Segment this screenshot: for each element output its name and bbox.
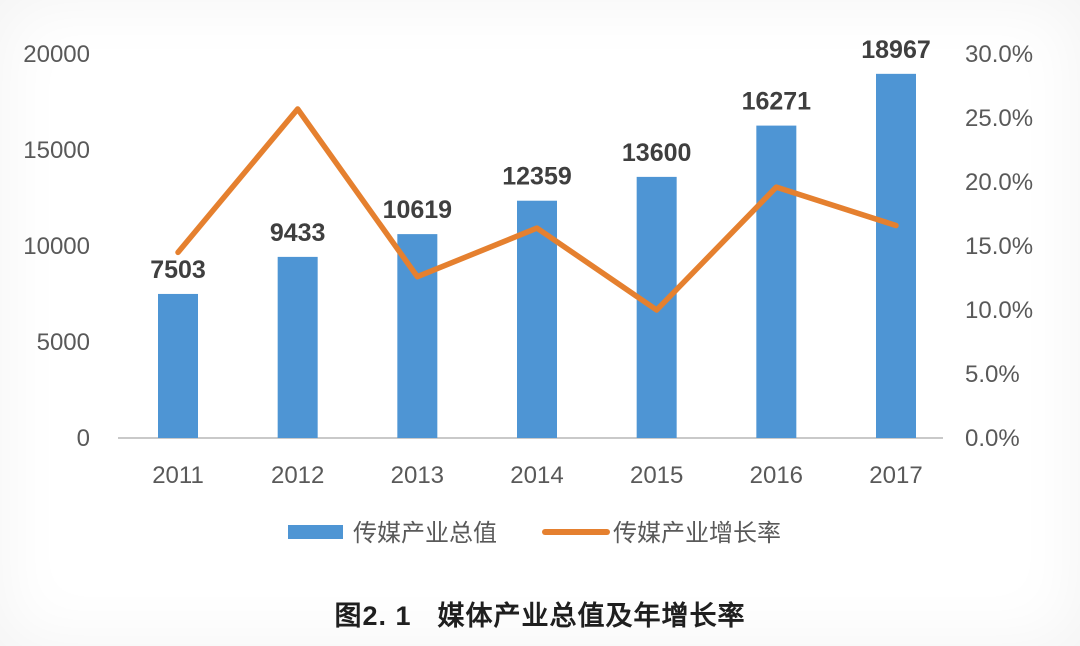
bar-2011 (158, 293, 198, 438)
x-tick-2011: 2011 (152, 462, 204, 489)
x-tick-2014: 2014 (510, 462, 563, 489)
legend: 传媒产业总值 传媒产业增长率 (288, 520, 781, 547)
axis-layer: 0 5000 10000 15000 20000 0.0% 5.0% 10.0% 15.0% 20… (23, 41, 1033, 489)
x-tick-2012: 2012 (271, 462, 324, 489)
figure-caption-number: 图2. 1 (334, 601, 412, 631)
legend-swatch-bar-series (288, 525, 343, 539)
bar-2017 (876, 73, 916, 438)
right-axis-tick-5.0%: 5.0% (965, 361, 1020, 388)
right-axis-tick-15.0%: 15.0% (965, 233, 1033, 260)
bar-label-2016: 16271 (742, 88, 812, 116)
bar-series-layer (158, 73, 916, 438)
left-axis-tick-20000: 20000 (23, 41, 90, 68)
figure-caption-title: 媒体产业总值及年增长率 (437, 601, 746, 631)
label-layer: 7503 9433 10619 12359 13600 16271 18967 (150, 36, 931, 284)
x-tick-2017: 2017 (869, 462, 922, 489)
bar-label-2017: 18967 (861, 36, 931, 64)
bar-label-2011: 7503 (150, 256, 206, 284)
combo-chart: 0 5000 10000 15000 20000 0.0% 5.0% 10.0% 15.0% 20… (23, 36, 1033, 547)
bar-2012 (277, 256, 318, 438)
right-axis-tick-0.0%: 0.0% (965, 425, 1020, 452)
x-tick-2015: 2015 (630, 462, 683, 489)
legend-label-line-series: 传媒产业增长率 (613, 520, 781, 547)
bar-label-2014: 12359 (502, 163, 572, 191)
left-axis-tick-15000: 15000 (23, 137, 90, 164)
left-axis-tick-10000: 10000 (23, 233, 90, 260)
right-axis-tick-25.0%: 25.0% (965, 105, 1033, 132)
line-series-layer (175, 106, 899, 313)
bar-2013 (397, 234, 438, 438)
growth-rate-line (175, 106, 899, 313)
figure-caption: 图2. 1 媒体产业总值及年增长率 (0, 594, 1080, 633)
bar-label-2012: 9433 (270, 219, 326, 247)
bar-2016 (756, 125, 797, 438)
right-axis-tick-20.0%: 20.0% (965, 169, 1033, 196)
right-axis-tick-30.0%: 30.0% (965, 41, 1033, 68)
right-axis-tick-10.0%: 10.0% (965, 297, 1033, 324)
bar-label-2013: 10619 (383, 196, 453, 224)
legend-label-bar-series: 传媒产业总值 (353, 520, 497, 547)
x-tick-2016: 2016 (750, 462, 803, 489)
left-axis-tick-0: 0 (77, 425, 90, 452)
left-axis-tick-5000: 5000 (37, 329, 90, 356)
x-tick-2013: 2013 (391, 462, 444, 489)
bar-label-2015: 13600 (622, 139, 692, 167)
